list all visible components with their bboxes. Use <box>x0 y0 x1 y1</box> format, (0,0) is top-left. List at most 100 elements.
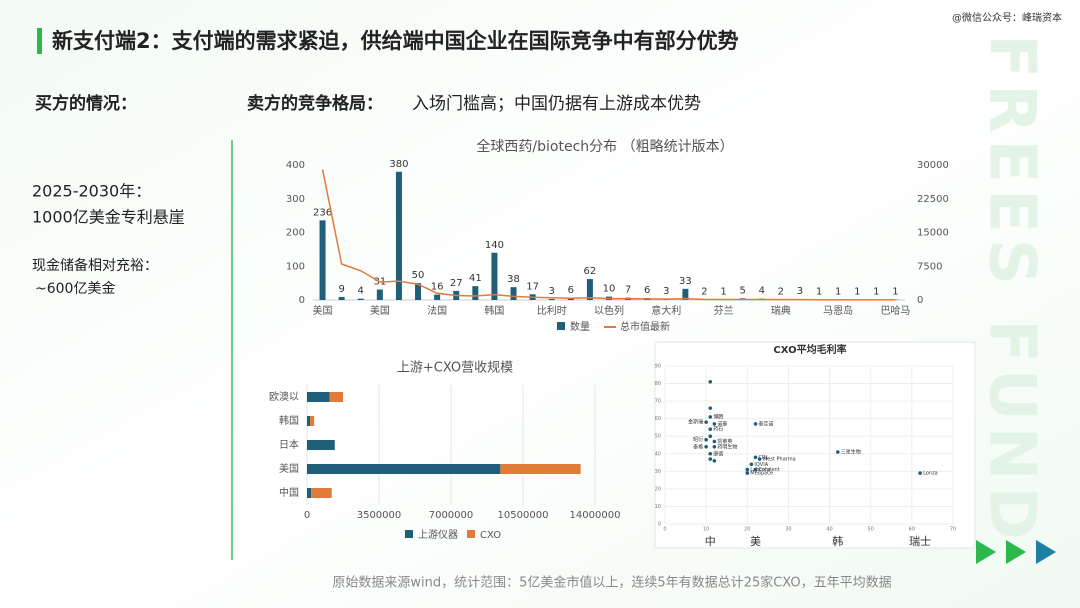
right-subheading: 入场门槛高；中国仍据有上游成本优势 <box>412 94 701 114</box>
bar-segment <box>307 464 501 474</box>
point-label: 诺泰 <box>717 420 727 427</box>
y-tick-label: 20 <box>655 486 661 492</box>
point <box>708 406 713 410</box>
point <box>918 471 922 475</box>
bar <box>491 252 498 300</box>
data-label: 16 <box>431 282 444 293</box>
x-tick-label: 10 <box>703 527 709 533</box>
group-label: 韩 <box>832 534 843 548</box>
legend-swatch <box>405 530 413 538</box>
point <box>704 444 708 449</box>
group-label: 中 <box>705 535 716 548</box>
data-label: 4 <box>358 286 364 297</box>
x-tick-label: 70 <box>950 527 956 533</box>
bar <box>548 298 555 300</box>
footnote: 原始数据来源wind，统计范围：5亿美金市值以上，连续5年有数据总计25家CXO… <box>332 575 891 591</box>
y-tick-label: 日本 <box>279 438 299 451</box>
x-tick-label: 50 <box>868 527 874 533</box>
point-label: 三星生物 <box>841 449 861 456</box>
left-point: 2025-2030年： <box>32 182 151 201</box>
point-label: Labcorp <box>750 467 770 473</box>
y-tick-label: 50 <box>655 434 661 440</box>
x-tick-label: 7000000 <box>429 510 474 521</box>
bar <box>319 220 326 300</box>
bar <box>567 297 574 300</box>
bar-segment <box>307 392 330 402</box>
point <box>753 455 758 460</box>
point-label: 凯莱英 <box>717 438 732 445</box>
data-label: 1 <box>892 287 898 298</box>
left-heading: 买方的情况： <box>35 93 137 114</box>
point <box>753 422 758 426</box>
point-label: 药明生物 <box>717 443 737 450</box>
x-tick-label: 3500000 <box>357 510 402 521</box>
y-tick-label: 300 <box>286 194 305 205</box>
point <box>708 380 713 384</box>
data-label: 17 <box>526 281 539 292</box>
point-label: 金斯瑞 <box>688 419 703 426</box>
point <box>708 427 713 432</box>
bar <box>682 288 689 300</box>
y-tick-label: 10 <box>655 504 661 510</box>
point-label: 泰定诺 <box>759 420 774 427</box>
bar-segment <box>307 440 335 450</box>
bar-segment <box>329 392 343 402</box>
y-tick-label: 0 <box>299 295 305 306</box>
data-label: 9 <box>338 284 344 295</box>
slide-title: 新支付端2：支付端的需求紧迫，供给端中国企业在国际竞争中有部分优势 <box>52 29 739 53</box>
data-label: 236 <box>313 207 332 218</box>
data-label: 1 <box>720 287 726 298</box>
y-tick-label: 美国 <box>279 462 299 475</box>
data-label: 33 <box>679 276 692 287</box>
bar-segment <box>307 416 311 426</box>
chart-title: 上游+CXO营收规模 <box>397 361 513 376</box>
y2-tick-label: 30000 <box>917 160 949 171</box>
bar-segment <box>310 416 315 426</box>
y2-tick-label: 15000 <box>917 228 949 239</box>
bar <box>376 289 383 300</box>
bar-segment <box>311 488 332 498</box>
x-tick-label: 30 <box>785 527 791 533</box>
point-label: 康德 <box>713 450 723 457</box>
bar <box>395 171 402 300</box>
point-label: 药石 <box>713 426 723 433</box>
data-label: 1 <box>854 287 860 298</box>
title-accent <box>37 28 42 54</box>
data-label: 3 <box>549 286 555 297</box>
y-tick-label: 200 <box>286 228 305 239</box>
bar-segment <box>500 464 581 474</box>
y2-tick-label: 0 <box>917 295 923 306</box>
x-tick-label: 40 <box>826 527 832 533</box>
x-tick-label: 0 <box>304 510 310 521</box>
data-label: 38 <box>507 274 520 285</box>
point <box>704 420 708 424</box>
data-label: 3 <box>663 286 669 297</box>
data-label: 140 <box>485 240 504 251</box>
bar <box>586 279 593 300</box>
data-label: 3 <box>797 286 803 297</box>
arrow-icon <box>1006 540 1026 564</box>
data-label: 1 <box>816 287 822 298</box>
bar <box>415 283 422 300</box>
legend-label: 总市值最新 <box>620 320 670 333</box>
y-tick-label: 欧澳以 <box>269 390 299 403</box>
left-point: 现金储备相对充裕： <box>32 257 158 274</box>
bar-segment <box>307 488 312 498</box>
x-tick-label: 以色列 <box>594 304 624 317</box>
chart-title: CXO平均毛利率 <box>773 343 846 356</box>
y-tick-label: 30 <box>655 469 661 475</box>
x-tick-label: 美国 <box>313 304 333 317</box>
left-point: 1000亿美金专利悬崖 <box>32 208 185 227</box>
side-watermark: FREES FUND <box>974 34 1048 545</box>
line <box>321 169 896 301</box>
data-label: 7 <box>625 285 631 296</box>
group-label: 美 <box>750 535 761 548</box>
bar <box>434 294 441 300</box>
point <box>708 415 713 419</box>
chart-title: 全球西药/biotech分布 （粗略统计版本） <box>476 138 733 155</box>
x-tick-label: 14000000 <box>570 510 621 521</box>
x-tick-label: 法国 <box>427 304 447 317</box>
group-label: 瑞士 <box>909 534 931 548</box>
point <box>753 467 758 472</box>
y2-tick-label: 22500 <box>917 194 949 205</box>
